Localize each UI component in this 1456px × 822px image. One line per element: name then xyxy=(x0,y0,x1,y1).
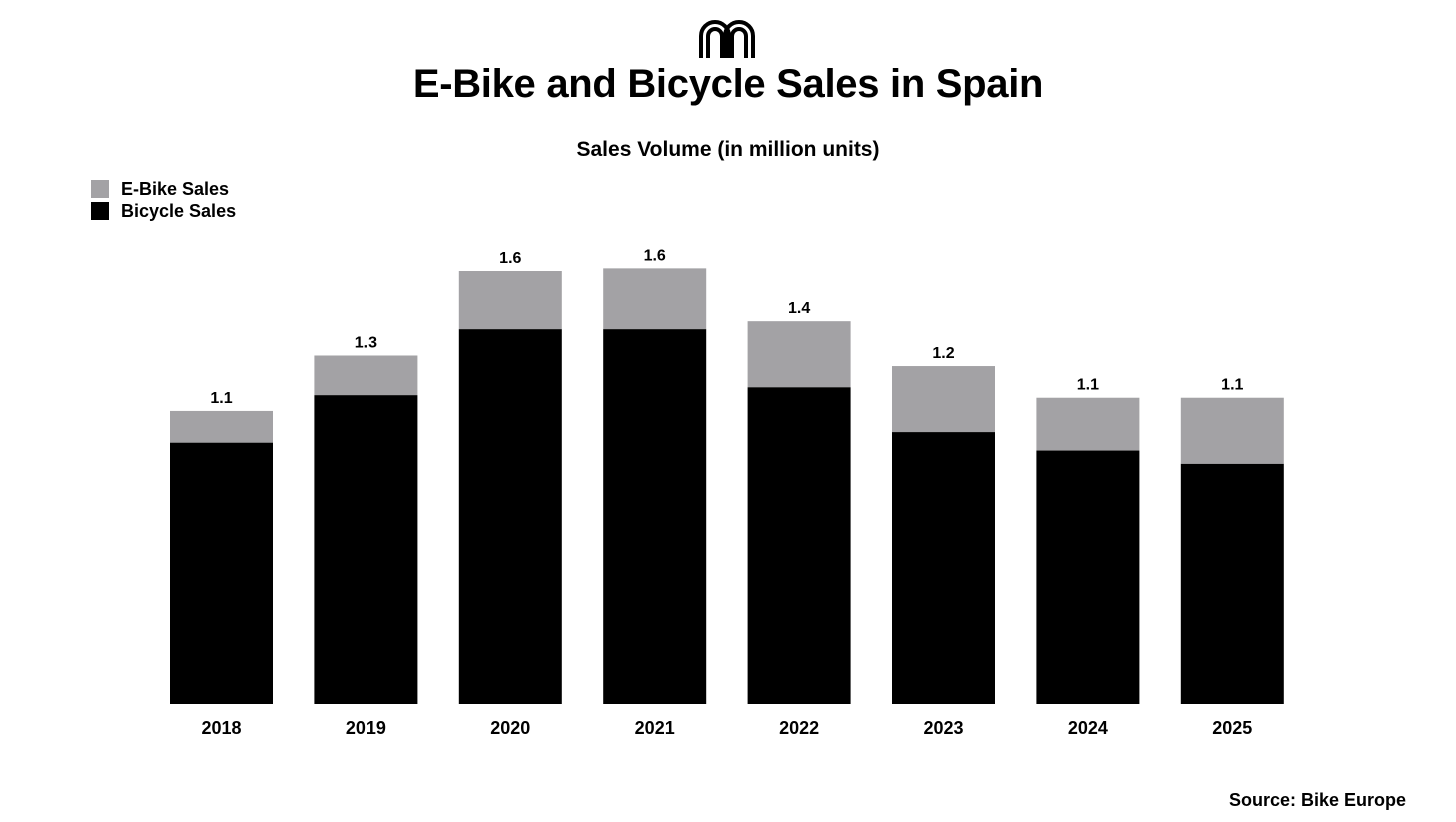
x-tick-label-2025: 2025 xyxy=(1212,718,1252,738)
bar-ebike-2023 xyxy=(892,366,995,433)
x-tick-label-2018: 2018 xyxy=(201,718,241,738)
legend: E-Bike Sales Bicycle Sales xyxy=(91,178,236,222)
bar-ebike-2021 xyxy=(603,268,707,330)
bar-bicycle-2018 xyxy=(170,442,273,704)
bar-bicycle-2023 xyxy=(892,432,995,704)
x-tick-label-2024: 2024 xyxy=(1068,718,1108,738)
total-label-2020: 1.6 xyxy=(499,250,521,267)
bar-ebike-2020 xyxy=(458,271,562,330)
bar-bicycle-2021 xyxy=(603,329,707,704)
chart-subtitle: Sales Volume (in million units) xyxy=(576,138,880,161)
bar-ebike-2024 xyxy=(1036,397,1140,451)
legend-item-ebike: E-Bike Sales xyxy=(91,178,236,200)
bar-bicycle-2022 xyxy=(747,387,851,704)
x-tick-label-2022: 2022 xyxy=(779,718,819,738)
bar-bicycle-2024 xyxy=(1036,450,1140,704)
x-tick-label-2021: 2021 xyxy=(635,718,675,738)
total-label-2018: 1.1 xyxy=(210,390,232,407)
total-label-2023: 1.2 xyxy=(932,345,954,362)
bar-bicycle-2020 xyxy=(458,329,562,704)
x-tick-label-2023: 2023 xyxy=(923,718,963,738)
bar-bicycle-2019 xyxy=(314,395,418,704)
x-tick-label-2020: 2020 xyxy=(490,718,530,738)
bar-ebike-2022 xyxy=(747,321,851,388)
source-note: Source: Bike Europe xyxy=(1228,790,1406,810)
legend-swatch-ebike xyxy=(91,180,109,198)
total-label-2024: 1.1 xyxy=(1077,377,1099,394)
bar-ebike-2025 xyxy=(1180,397,1284,464)
legend-swatch-bicycle xyxy=(91,202,109,220)
legend-label-bicycle: Bicycle Sales xyxy=(121,200,237,221)
legend-item-bicycle: Bicycle Sales xyxy=(91,200,236,222)
total-label-2019: 1.3 xyxy=(355,334,377,351)
chart-title: E-Bike and Bicycle Sales in Spain xyxy=(412,62,1044,106)
logo-icon xyxy=(699,20,755,58)
x-tick-label-2019: 2019 xyxy=(346,718,386,738)
bar-bicycle-2025 xyxy=(1180,463,1284,704)
total-label-2025: 1.1 xyxy=(1221,377,1243,394)
bar-ebike-2019 xyxy=(314,355,418,396)
bar-ebike-2018 xyxy=(170,410,273,443)
total-label-2022: 1.4 xyxy=(788,300,810,317)
legend-label-ebike: E-Bike Sales xyxy=(121,178,230,199)
total-label-2021: 1.6 xyxy=(644,247,666,264)
